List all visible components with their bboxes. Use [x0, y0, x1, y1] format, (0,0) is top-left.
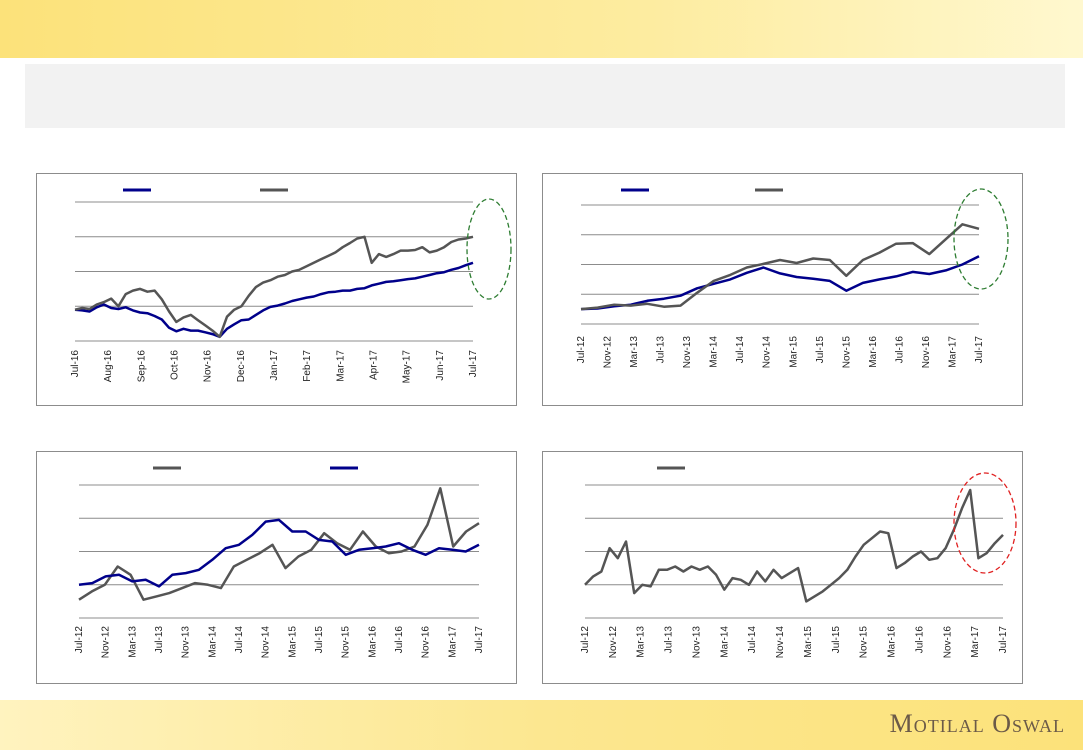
x-tick-label: Feb-17: [302, 350, 313, 382]
x-tick-label: Jul-14: [735, 336, 746, 364]
chart-top-left: Jul-16 Aug-16 Sep-16 Oct-16 Nov-16 Dec-16 Jan-…: [70, 188, 512, 384]
x-tick-label: Mar-16: [887, 626, 898, 658]
chart-panel-bottom-left: Jul-12 Nov-12 Mar-13 Jul-13 Nov-13 Mar-14 Jul-…: [36, 451, 517, 684]
series-line-1: [580, 255, 980, 311]
series-line-2: [74, 235, 474, 339]
x-tick-label: Aug-16: [103, 350, 114, 383]
chart-panel-bottom-right: Jul-12 Nov-12 Mar-13 Jul-13 Nov-13 Mar-14 Jul-…: [542, 451, 1023, 684]
x-tick-label: Nov-12: [608, 626, 619, 659]
footer-band: [0, 700, 1083, 750]
x-tick-label: Jul-13: [656, 336, 667, 364]
header-band: [0, 0, 1083, 58]
x-tick-label: Jul-16: [70, 350, 81, 378]
x-tick-label: Jul-17: [998, 626, 1009, 654]
x-tick-label: Mar-17: [335, 350, 346, 382]
x-tick-label: Apr-17: [369, 350, 380, 380]
x-tick-label: Jul-12: [74, 626, 85, 654]
x-tick-label: Oct-16: [170, 350, 181, 380]
x-tick-label: Nov-12: [603, 336, 614, 369]
x-tick-label: Jul-16: [394, 626, 405, 654]
x-tick-label: Mar-15: [803, 626, 814, 658]
x-tick-label: Nov-15: [341, 626, 352, 659]
x-tick-label: Mar-17: [447, 626, 458, 658]
x-tick-label: Jul-17: [468, 350, 479, 378]
x-tick-label: Sep-16: [136, 350, 147, 383]
series-line-2: [580, 223, 980, 311]
x-tick-label: Nov-14: [261, 626, 272, 659]
x-tick-label: Jul-12: [580, 626, 591, 654]
chart-panel-top-left: Jul-16 Aug-16 Sep-16 Oct-16 Nov-16 Dec-16 Jan-…: [36, 173, 517, 406]
x-tick-label: Mar-13: [629, 336, 640, 368]
x-tick-label: Jul-15: [815, 336, 826, 364]
x-tick-label: Jan-17: [269, 350, 280, 381]
x-tick-label: Jul-16: [894, 336, 905, 364]
x-tick-label: Nov-14: [775, 626, 786, 659]
x-tick-label: Mar-16: [868, 336, 879, 368]
x-tick-label: Jul-13: [154, 626, 165, 654]
x-tick-label: Mar-13: [127, 626, 138, 658]
x-tick-label: Jul-15: [314, 626, 325, 654]
x-tick-label: Nov-16: [203, 350, 214, 383]
x-tick-label: May-17: [402, 350, 413, 384]
highlight-ellipse: [953, 188, 1009, 290]
x-tick-label: Jul-16: [914, 626, 925, 654]
x-tick-label: Mar-13: [636, 626, 647, 658]
brand-logo: Motilal Oswal: [889, 709, 1065, 738]
chart-top-right: Jul-12 Nov-12 Mar-13 Jul-13 Nov-13 Mar-14 Jul-…: [576, 188, 1009, 369]
x-tick-label: Mar-14: [719, 626, 730, 658]
x-tick-label: Mar-15: [788, 336, 799, 368]
series-line-2: [78, 518, 480, 588]
highlight-ellipse: [466, 198, 512, 300]
series-line-1: [74, 261, 474, 339]
x-tick-label: Mar-14: [207, 626, 218, 658]
x-tick-label: Nov-16: [421, 626, 432, 659]
x-tick-label: Mar-16: [367, 626, 378, 658]
x-tick-label: Jun-17: [435, 350, 446, 381]
subtitle-box: [25, 64, 1065, 128]
x-tick-label: Nov-16: [942, 626, 953, 659]
highlight-ellipse: [953, 472, 1017, 574]
x-tick-label: Nov-13: [682, 336, 693, 369]
x-tick-label: Jul-15: [831, 626, 842, 654]
x-tick-label: Mar-14: [709, 336, 720, 368]
x-tick-label: Jul-13: [664, 626, 675, 654]
series-line-1: [584, 488, 1004, 603]
chart-panel-top-right: Jul-12 Nov-12 Mar-13 Jul-13 Nov-13 Mar-14 Jul-…: [542, 173, 1023, 406]
series-line-1: [78, 487, 480, 601]
chart-bottom-right: Jul-12 Nov-12 Mar-13 Jul-13 Nov-13 Mar-14 Jul-…: [580, 466, 1017, 659]
x-tick-label: Nov-16: [921, 336, 932, 369]
x-tick-label: Mar-17: [947, 336, 958, 368]
x-tick-label: Nov-15: [841, 336, 852, 369]
x-tick-label: Nov-15: [859, 626, 870, 659]
x-tick-label: Dec-16: [236, 350, 247, 383]
x-tick-label: Nov-13: [691, 626, 702, 659]
x-tick-label: Nov-14: [762, 336, 773, 369]
x-tick-label: Mar-15: [287, 626, 298, 658]
x-tick-label: Nov-12: [101, 626, 112, 659]
x-tick-label: Jul-12: [576, 336, 587, 364]
x-tick-label: Jul-17: [974, 336, 985, 364]
x-tick-label: Jul-14: [747, 626, 758, 654]
chart-bottom-left: Jul-12 Nov-12 Mar-13 Jul-13 Nov-13 Mar-14 Jul-…: [74, 466, 485, 659]
x-tick-label: Mar-17: [970, 626, 981, 658]
x-tick-label: Nov-13: [181, 626, 192, 659]
x-tick-label: Jul-14: [234, 626, 245, 654]
x-tick-label: Jul-17: [474, 626, 485, 654]
